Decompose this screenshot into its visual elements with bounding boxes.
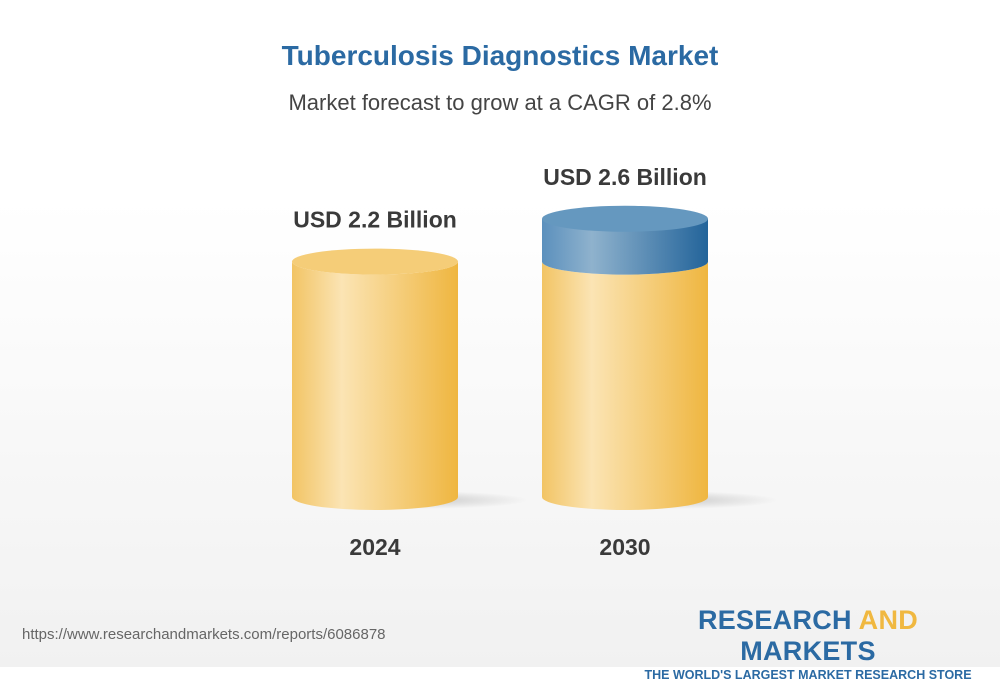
bar-2030-base — [542, 261, 708, 510]
bar-top-cap — [542, 205, 708, 232]
chart-area: USD 2.2 Billion 2024 USD 2.6 Billion 2030 — [292, 164, 778, 560]
chart-subtitle: Market forecast to grow at a CAGR of 2.8… — [288, 90, 712, 115]
logo-text: MARKETS — [740, 636, 876, 666]
chart-title: Tuberculosis Diagnostics Market — [281, 40, 719, 71]
bar-2024-base — [292, 261, 458, 510]
bar-top-cap — [292, 248, 458, 275]
logo-tagline: THE WORLD'S LARGEST MARKET RESEARCH STOR… — [644, 668, 972, 682]
data-label: USD 2.6 Billion — [543, 164, 707, 190]
category-label: 2024 — [349, 534, 400, 560]
logo-text-and: AND — [858, 605, 919, 635]
source-url[interactable]: https://www.researchandmarkets.com/repor… — [22, 626, 386, 643]
data-label: USD 2.2 Billion — [293, 207, 457, 233]
category-label: 2030 — [599, 534, 650, 560]
bar-2030-growth — [542, 218, 708, 275]
logo-text: RESEARCH — [697, 605, 859, 635]
research-and-markets-logo: RESEARCH AND MARKETS THE WORLD'S LARGEST… — [640, 605, 976, 682]
